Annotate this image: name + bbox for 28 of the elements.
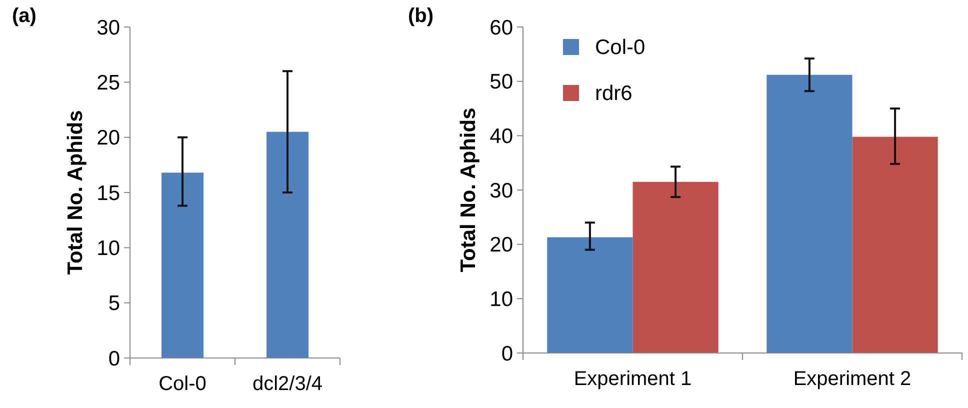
y-tick-label: 40 [490, 125, 513, 148]
y-tick-label: 20 [96, 126, 120, 150]
bar [547, 237, 633, 353]
x-tick-label: Experiment 2 [793, 368, 912, 390]
y-tick-label: 20 [490, 234, 513, 257]
chart-title: (b) [408, 5, 434, 27]
y-tick-label: 30 [96, 16, 120, 40]
legend-label: rdr6 [595, 82, 632, 105]
y-tick-label: 50 [490, 70, 513, 94]
bar [632, 182, 718, 353]
y-tick-label: 30 [490, 179, 513, 202]
y-tick-label: 15 [96, 182, 120, 205]
y-tick-label: 10 [490, 288, 513, 312]
y-tick-label: 0 [108, 347, 120, 370]
y-tick-label: 0 [501, 342, 513, 366]
bar [852, 136, 938, 353]
y-tick-label: 10 [96, 237, 120, 260]
legend-label: Col-0 [595, 36, 646, 59]
y-axis-title: Total No. Aphids [64, 110, 87, 275]
y-tick-label: 25 [96, 72, 120, 95]
y-tick-label: 60 [490, 16, 513, 40]
x-tick-label: dcl2/3/4 [252, 373, 323, 395]
x-tick-label: Experiment 1 [574, 368, 692, 390]
x-tick-label: Col-0 [158, 373, 206, 395]
y-axis-title: Total No. Aphids [457, 108, 480, 272]
chart-title: (a) [12, 5, 36, 27]
bar [766, 74, 852, 353]
y-tick-label: 5 [108, 292, 120, 316]
